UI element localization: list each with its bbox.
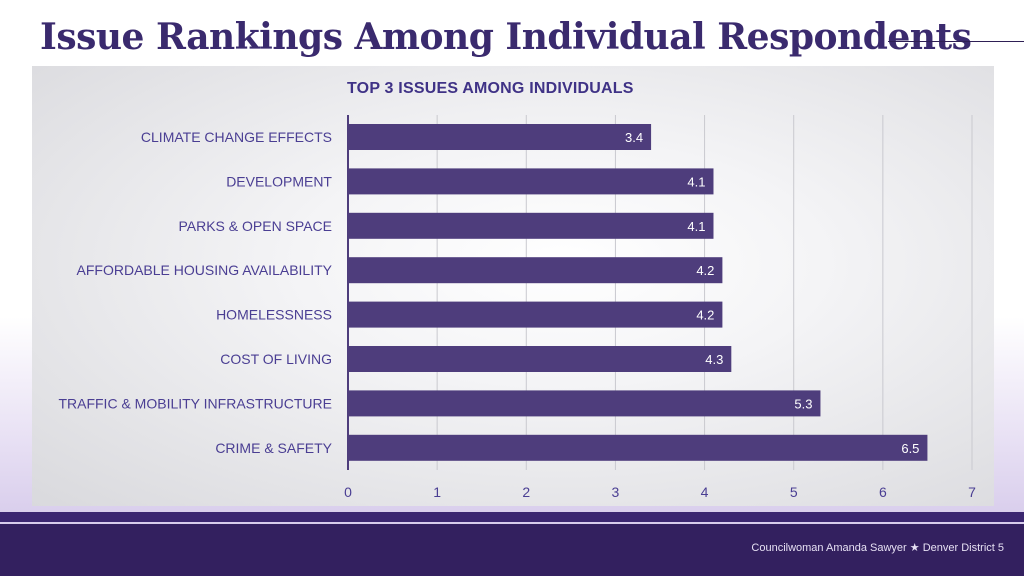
category-label: TRAFFIC & MOBILITY INFRASTRUCTURE: [58, 395, 332, 411]
star-icon: ★: [909, 542, 920, 554]
data-label: 6.5: [901, 441, 919, 456]
x-tick-label: 3: [612, 484, 620, 500]
category-label: COST OF LIVING: [220, 351, 332, 367]
chart-title: TOP 3 ISSUES AMONG INDIVIDUALS: [347, 80, 634, 97]
x-tick-label: 5: [790, 484, 798, 500]
category-label: DEVELOPMENT: [226, 173, 332, 189]
x-tick-label: 6: [879, 484, 887, 500]
data-label: 5.3: [794, 396, 812, 411]
category-label: CRIME & SAFETY: [215, 440, 332, 456]
bar: [348, 124, 652, 150]
gridlines: [436, 115, 973, 470]
bar: [348, 390, 821, 417]
title-rule: [888, 41, 1024, 42]
data-label: 4.1: [687, 219, 705, 234]
x-tick-label: 2: [522, 484, 530, 500]
category-label: AFFORDABLE HOUSING AVAILABILITY: [77, 262, 333, 278]
bar: [348, 212, 714, 239]
footer-name: Councilwoman Amanda Sawyer: [751, 542, 907, 554]
footer-accent-line: [0, 512, 1024, 522]
footer-district: Denver District 5: [922, 542, 1004, 554]
slide-title: Issue Rankings Among Individual Responde…: [40, 16, 972, 58]
category-labels: CLIMATE CHANGE EFFECTS DEVELOPMENT PARKS &…: [58, 129, 332, 456]
x-tick-label: 1: [433, 484, 441, 500]
x-tick-label: 0: [344, 484, 352, 500]
bars: 3.4 4.1 4.1 4.2 4.2 4.3 5.3 6.5: [348, 124, 928, 461]
data-label: 3.4: [625, 130, 643, 145]
data-label: 4.2: [696, 308, 714, 323]
footer-bar: [0, 524, 1024, 576]
category-label: PARKS & OPEN SPACE: [178, 218, 332, 234]
bar: [348, 168, 714, 195]
footer-credit: Councilwoman Amanda Sawyer ★ Denver Dist…: [751, 541, 1004, 554]
bar: [348, 346, 732, 372]
category-label: HOMELESSNESS: [216, 307, 332, 323]
data-label: 4.3: [705, 352, 723, 367]
bar: [348, 301, 723, 328]
x-tick-label: 7: [968, 484, 976, 500]
bar: [348, 434, 928, 461]
bar: [348, 257, 723, 284]
data-label: 4.1: [687, 174, 705, 189]
data-label: 4.2: [696, 263, 714, 278]
x-axis-ticks: 0 1 2 3 4 5 6 7: [344, 484, 976, 500]
category-label: CLIMATE CHANGE EFFECTS: [141, 129, 332, 145]
x-tick-label: 4: [701, 484, 709, 500]
